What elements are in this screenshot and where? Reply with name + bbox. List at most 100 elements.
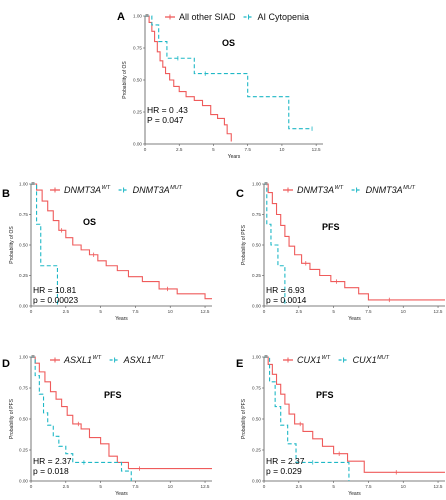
panel-letter: C: [236, 188, 244, 200]
y-tick-label: 0.50: [133, 78, 142, 83]
x-tick-label: 2.5: [176, 147, 183, 152]
hazard-ratio-text: HR = 6.93: [266, 285, 305, 295]
x-tick-label: 5: [99, 484, 102, 489]
x-tick-label: 0: [144, 147, 147, 152]
y-tick-label: 0.25: [19, 273, 28, 278]
panel-title: OS: [222, 38, 235, 48]
km-panel-e: E 0.00 0.25 0.50 0.75 1.00 0 2.5 5 7.5 10 12.5 Years…: [236, 355, 445, 497]
y-tick-label: 0.00: [19, 479, 28, 484]
legend-label-wt: DNMT3A: [297, 185, 334, 195]
y-axis-title: Probability of PFS: [241, 224, 247, 265]
y-tick-label: 0.00: [133, 142, 142, 147]
start-marker: [264, 355, 268, 358]
km-curve-mut: [264, 183, 286, 306]
start-marker: [31, 182, 35, 185]
panel-title: PFS: [104, 390, 122, 400]
km-panel-b: B 0.00 0.25 0.50 0.75 1.00 0 2.5 5 7.5 10 12.5 Years…: [2, 182, 212, 322]
panel-title: PFS: [316, 390, 334, 400]
x-tick-label: 7.5: [365, 484, 372, 489]
x-axis-title: Years: [115, 316, 128, 322]
x-tick-label: 5: [99, 309, 102, 314]
panel-letter: E: [236, 358, 243, 370]
y-tick-label: 0.75: [19, 212, 28, 217]
y-tick-label: 0.00: [252, 479, 261, 484]
km-panel-d: D 0.00 0.25 0.50 0.75 1.00 0 2.5 5 7.5 10 12.5 Years…: [2, 355, 212, 497]
x-tick-label: 10: [279, 147, 285, 152]
x-axis-title: Years: [228, 154, 241, 160]
panel-letter: A: [117, 11, 125, 23]
y-axis-title: Probability of PFS: [9, 398, 15, 439]
y-tick-label: 1.00: [19, 182, 28, 187]
x-tick-label: 12.5: [201, 309, 210, 314]
y-tick-label: 0.50: [19, 243, 28, 248]
km-curve-mut: [264, 356, 350, 481]
legend-label-wt: CUX1: [297, 355, 321, 365]
legend-label-superscript: MUT: [152, 355, 165, 361]
x-axis-title: Years: [115, 491, 128, 497]
km-curve-wt: [264, 183, 445, 301]
hazard-ratio-text: HR = 2.37: [266, 456, 305, 466]
y-tick-label: 1.00: [252, 355, 261, 360]
km-panel-c: C 0.00 0.25 0.50 0.75 1.00 0 2.5 5 7.5 10 12.5 Years…: [236, 182, 445, 322]
x-tick-label: 2.5: [296, 484, 303, 489]
y-tick-label: 0.25: [19, 448, 28, 453]
y-axis-title: Probability of PFS: [241, 398, 247, 439]
y-tick-label: 0.50: [252, 243, 261, 248]
km-panel-a: A 0.00 0.25 0.50 0.75 1.00 0 2.5 5 7.5 10 12.5 Years…: [117, 11, 323, 160]
km-curve-wt: [145, 15, 232, 142]
legend-label-superscript: WT: [102, 185, 111, 191]
x-tick-label: 5: [212, 147, 215, 152]
x-axis-title: Years: [348, 491, 361, 497]
legend-label-superscript: WT: [322, 355, 331, 361]
x-tick-label: 5: [332, 309, 335, 314]
panel-letter: D: [2, 358, 10, 370]
legend-label-superscript: MUT: [403, 185, 416, 191]
y-axis-title: Probability of OS: [122, 61, 128, 99]
legend-label-mut: AI Cytopenia: [258, 12, 310, 22]
y-tick-label: 0.50: [19, 417, 28, 422]
p-value-text: p = 0.029: [266, 466, 302, 476]
x-tick-label: 12.5: [434, 309, 443, 314]
p-value-text: P = 0.047: [147, 115, 184, 125]
x-tick-label: 2.5: [63, 484, 70, 489]
km-curve-wt: [31, 356, 212, 470]
y-tick-label: 0.00: [19, 304, 28, 309]
legend-label-wt: ASXL1: [63, 355, 92, 365]
legend-label-wt: DNMT3A: [64, 185, 101, 195]
legend-label-superscript: WT: [93, 355, 102, 361]
y-tick-label: 0.75: [133, 46, 142, 51]
panel-title: OS: [83, 217, 96, 227]
y-tick-label: 1.00: [19, 355, 28, 360]
y-tick-label: 0.50: [252, 417, 261, 422]
y-tick-label: 0.75: [19, 386, 28, 391]
p-value-text: p = 0.00023: [33, 295, 78, 305]
km-curve-wt: [31, 183, 212, 300]
start-marker: [145, 14, 149, 17]
panel-letter: B: [2, 188, 10, 200]
legend-label-mut: DNMT3A: [133, 185, 170, 195]
km-curve-wt: [264, 356, 445, 473]
x-tick-label: 0: [263, 309, 266, 314]
x-tick-label: 2.5: [296, 309, 303, 314]
legend-label-mut: ASXL1: [123, 355, 152, 365]
km-curve-mut: [31, 356, 132, 481]
x-tick-label: 7.5: [132, 484, 139, 489]
y-tick-label: 0.25: [133, 110, 142, 115]
x-axis-title: Years: [348, 316, 361, 322]
x-tick-label: 2.5: [63, 309, 70, 314]
legend-label-superscript: MUT: [377, 355, 390, 361]
y-tick-label: 0.00: [252, 304, 261, 309]
p-value-text: p = 0.0014: [266, 295, 307, 305]
x-tick-label: 0: [263, 484, 266, 489]
legend-label-mut: CUX1: [353, 355, 377, 365]
legend-label-wt: All other SIAD: [179, 12, 236, 22]
x-tick-label: 7.5: [244, 147, 251, 152]
x-tick-label: 10: [168, 484, 174, 489]
x-tick-label: 0: [30, 484, 33, 489]
hazard-ratio-text: HR = 0 .43: [147, 105, 188, 115]
p-value-text: p = 0.018: [33, 466, 69, 476]
y-tick-label: 1.00: [133, 14, 142, 19]
km-curve-mut: [145, 15, 313, 130]
x-tick-label: 12.5: [201, 484, 210, 489]
